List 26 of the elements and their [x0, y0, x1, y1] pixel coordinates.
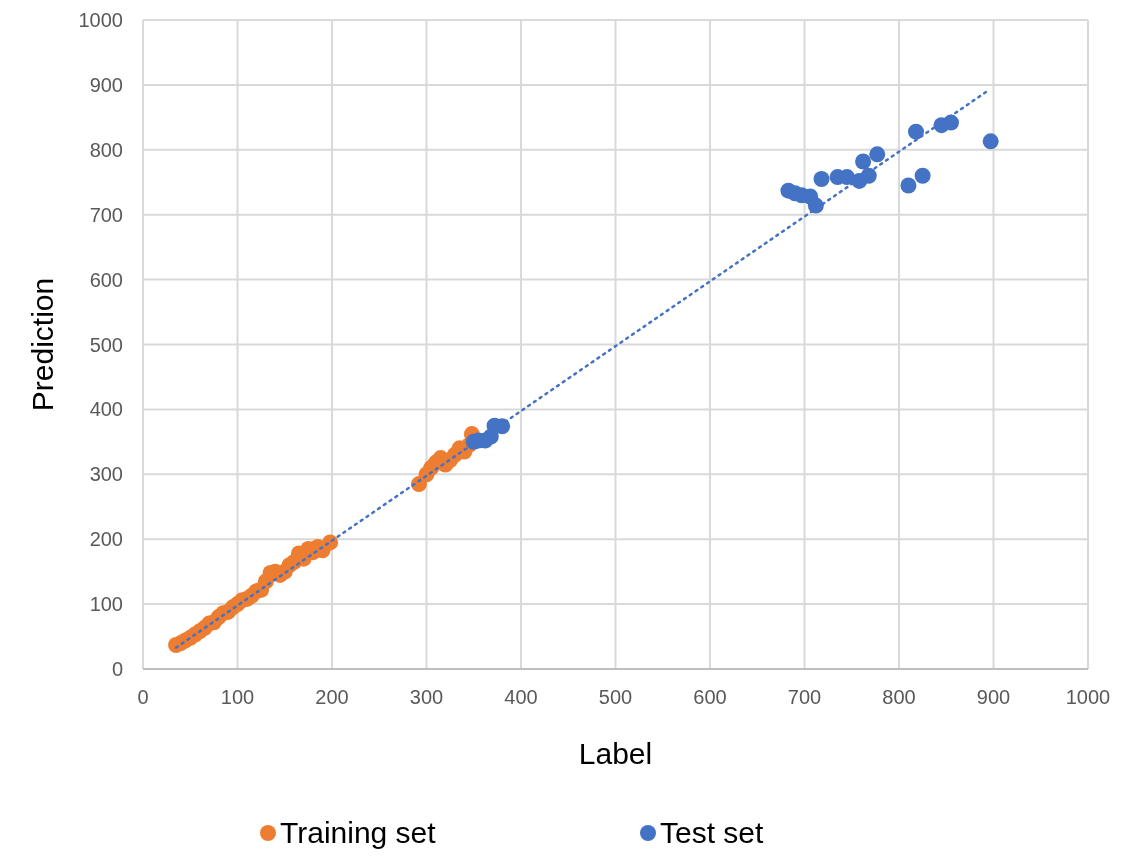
- x-axis-title: Label: [578, 737, 653, 770]
- legend-label: Training set: [280, 816, 437, 849]
- y-tick-label: 800: [89, 138, 123, 161]
- y-tick-label: 700: [89, 203, 123, 226]
- y-tick-label: 400: [89, 398, 123, 421]
- x-tick-label: 500: [598, 686, 633, 708]
- x-tick-label: 1000: [1065, 686, 1111, 708]
- y-tick-label: 300: [89, 463, 123, 486]
- y-tick-label: 100: [89, 593, 123, 616]
- x-tick-label: 0: [137, 686, 149, 708]
- x-tick-label: 700: [787, 686, 822, 708]
- x-tick-label: 800: [882, 686, 916, 708]
- legend-label: Test set: [660, 816, 765, 849]
- y-tick-label: 900: [89, 73, 123, 96]
- y-tick-label: 500: [89, 333, 123, 356]
- y-axis-title: Prediction: [26, 277, 59, 412]
- x-tick-label: 100: [220, 686, 255, 708]
- y-tick-label: 600: [89, 268, 123, 291]
- x-tick-label: 300: [409, 686, 444, 708]
- x-tick-label: 400: [504, 686, 538, 708]
- y-tick-label: 1000: [78, 9, 123, 31]
- x-tick-label: 900: [976, 686, 1011, 708]
- y-tick-label: 0: [111, 658, 123, 680]
- y-tick-label: 200: [89, 528, 123, 551]
- x-tick-label: 600: [693, 686, 727, 708]
- x-tick-label: 200: [315, 686, 349, 708]
